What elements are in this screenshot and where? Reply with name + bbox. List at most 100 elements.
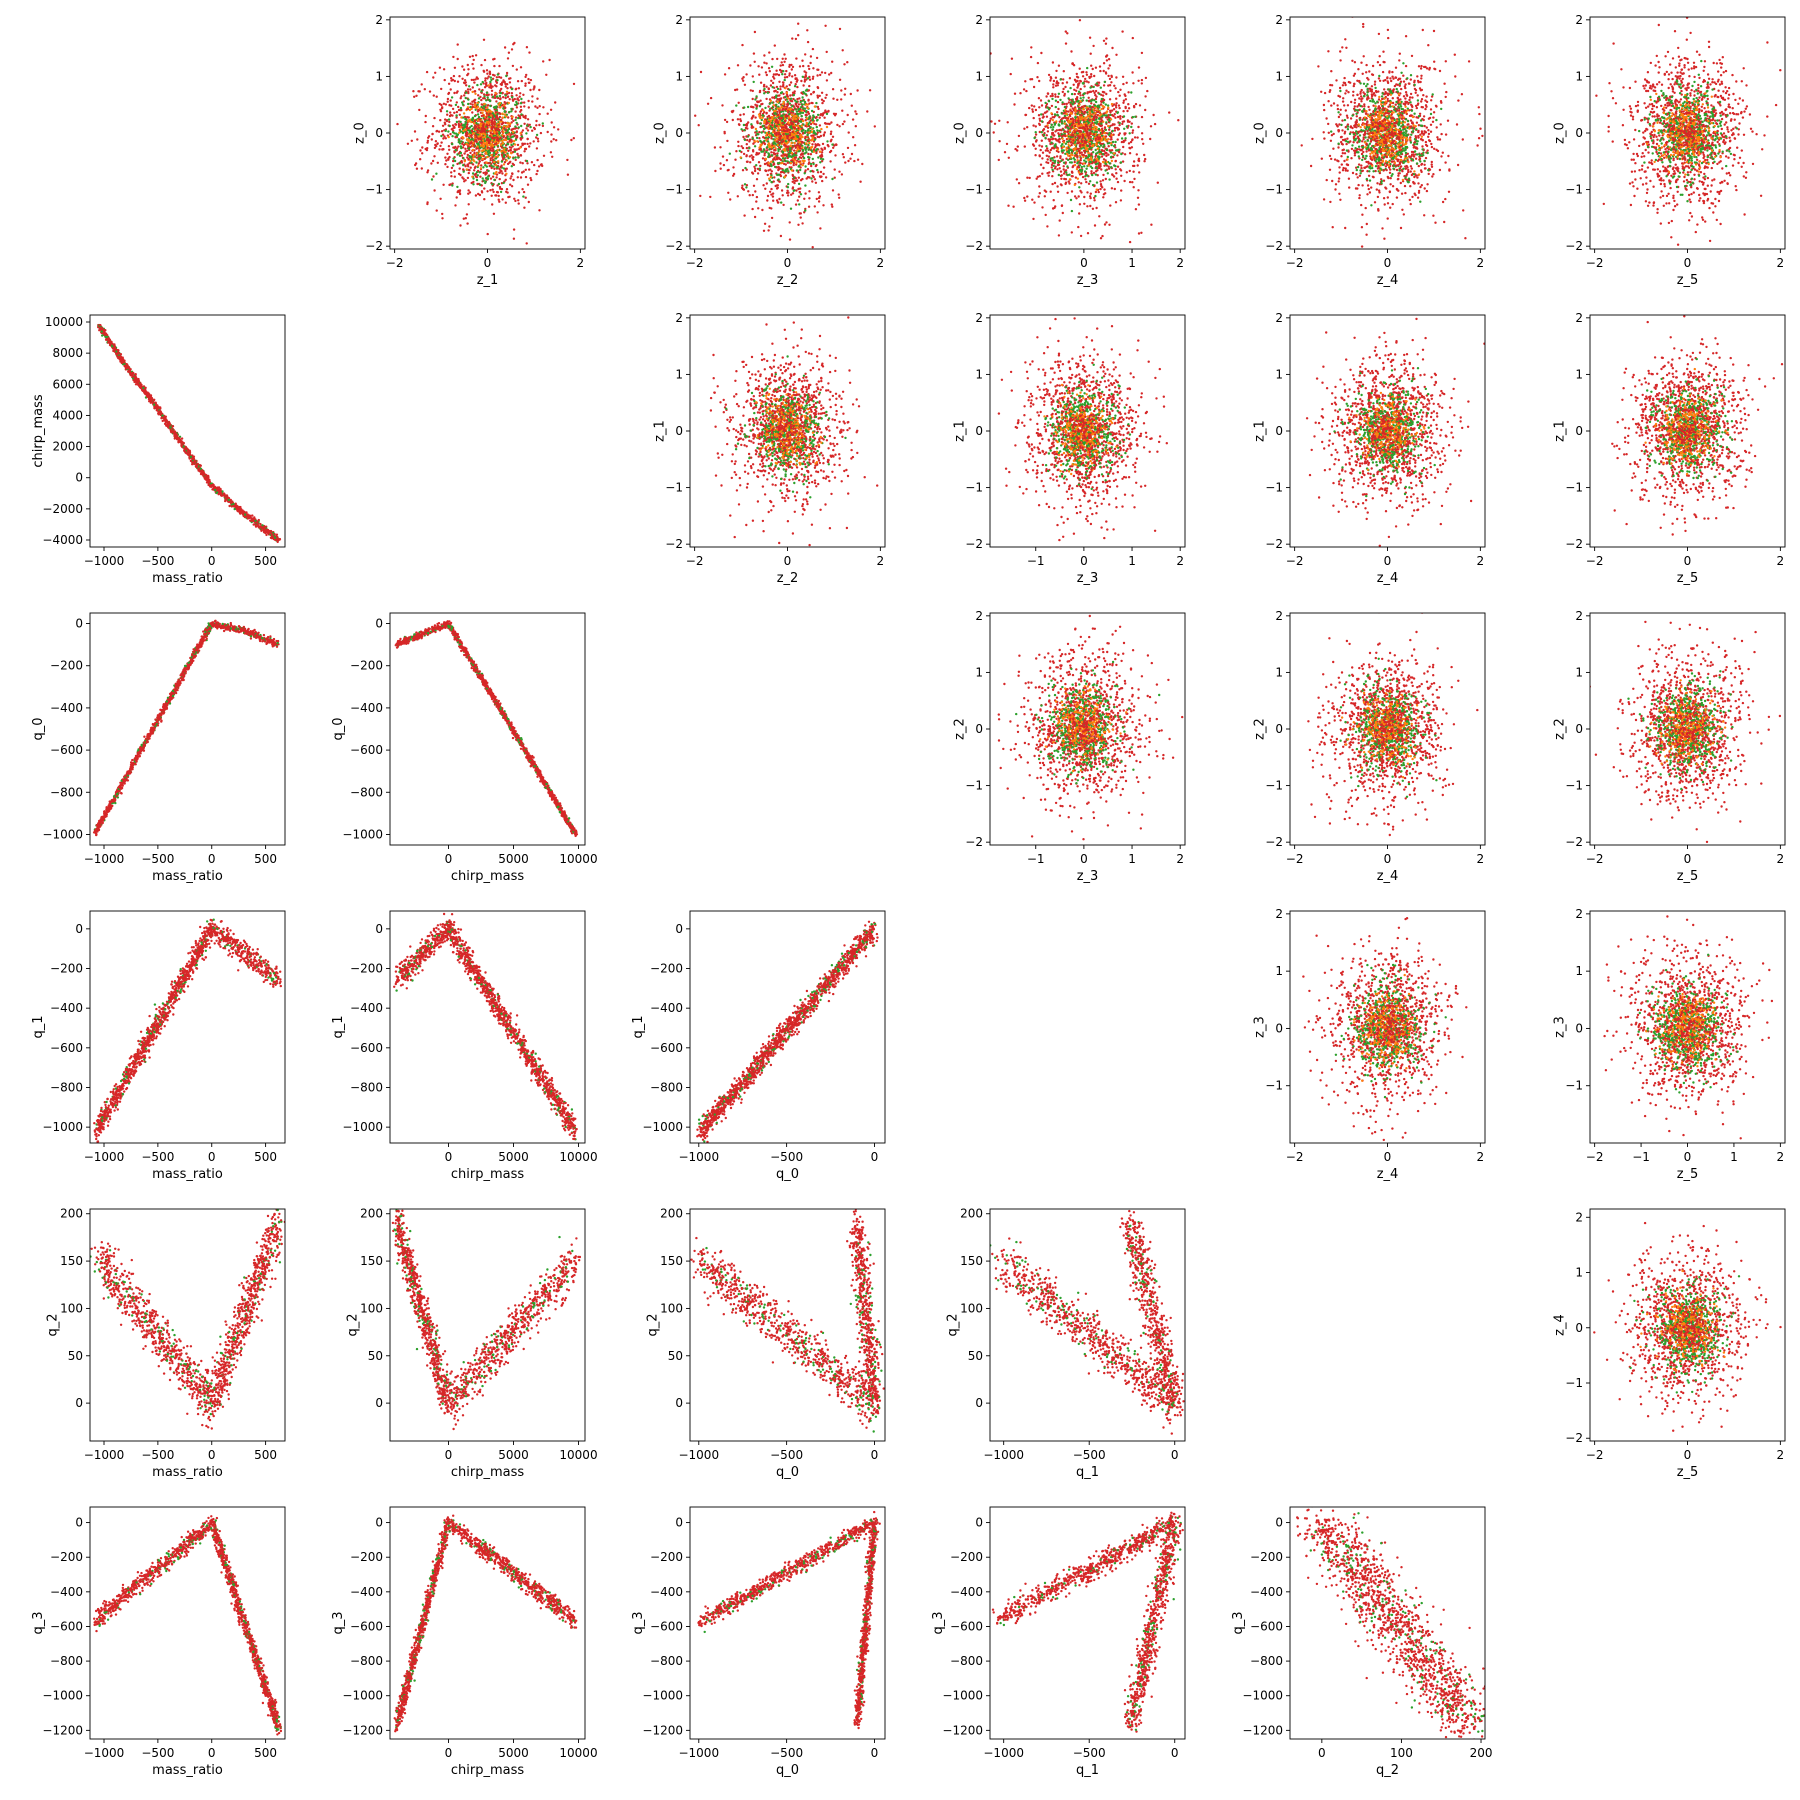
data-point [515,87,518,91]
data-point [498,177,501,181]
data-point [493,64,496,68]
data-point [810,177,813,180]
data-point [751,75,754,78]
data-point [804,207,807,211]
data-point [799,161,802,164]
data-point [503,149,506,152]
data-point [798,164,801,167]
data-point [446,100,449,103]
data-point [1069,103,1072,106]
data-point [786,161,790,164]
data-point [775,187,779,190]
data-point [776,201,780,204]
data-point [831,189,835,192]
data-point [1101,179,1105,182]
data-point [791,75,794,78]
data-point [1051,116,1054,119]
data-point [450,96,454,99]
data-point [791,180,794,183]
data-point [473,81,476,84]
data-point [477,162,480,165]
data-point [785,85,788,88]
data-point [470,118,474,121]
data-point [768,177,771,180]
data-point [807,117,811,120]
data-point [1061,82,1064,85]
data-point [801,111,805,115]
data-point [440,103,443,107]
data-point [524,147,528,151]
data-point [777,168,780,171]
data-point [797,157,800,161]
data-point [1023,196,1026,200]
data-point [1128,152,1132,155]
data-point [799,112,802,115]
data-point [751,137,754,140]
data-point [836,123,839,127]
data-point [765,85,768,88]
data-point [831,60,834,63]
data-point [804,71,808,74]
data-point [842,156,845,159]
data-point [485,91,489,95]
data-point [1057,140,1060,143]
data-point [448,114,452,118]
data-point [755,136,759,140]
data-point [473,169,476,172]
data-point [1049,159,1053,162]
data-point [523,150,526,153]
data-point [464,217,467,220]
data-point [798,65,802,68]
data-point [764,187,767,190]
data-point [792,163,795,167]
data-point [507,91,511,95]
data-point [825,125,829,129]
data-point [760,66,764,69]
data-point [530,178,533,182]
data-point [504,178,507,181]
data-point [816,68,819,71]
data-point [1015,178,1018,181]
data-point [1100,93,1103,97]
data-point [527,200,530,204]
data-point [804,119,807,122]
data-point [771,160,775,163]
data-point [473,122,476,125]
data-point [817,156,820,159]
data-point [481,120,484,124]
data-point [1026,176,1029,179]
data-point [807,138,810,142]
data-point [500,118,503,122]
data-point [493,140,497,144]
data-point [821,158,825,161]
data-point [742,113,745,116]
data-point [795,154,798,157]
data-point [488,154,491,157]
data-point [791,37,794,40]
data-point [793,189,796,192]
data-point [1109,204,1112,207]
data-point [801,149,805,152]
data-point [456,162,459,166]
data-point [779,85,782,88]
data-point [1058,219,1061,222]
data-point [798,97,801,100]
data-point [486,72,489,75]
data-point [758,137,761,140]
data-point [840,89,843,92]
data-point [444,163,447,166]
data-point [1107,145,1110,148]
data-point [434,143,437,147]
data-point [481,157,485,161]
data-point [809,55,813,58]
data-point [475,140,478,144]
data-point [737,101,740,105]
data-point [788,63,791,67]
data-point [537,140,540,143]
data-point [777,149,780,153]
data-point [1153,122,1157,126]
data-point [1125,81,1128,85]
data-point [776,91,779,94]
data-point [447,157,450,160]
